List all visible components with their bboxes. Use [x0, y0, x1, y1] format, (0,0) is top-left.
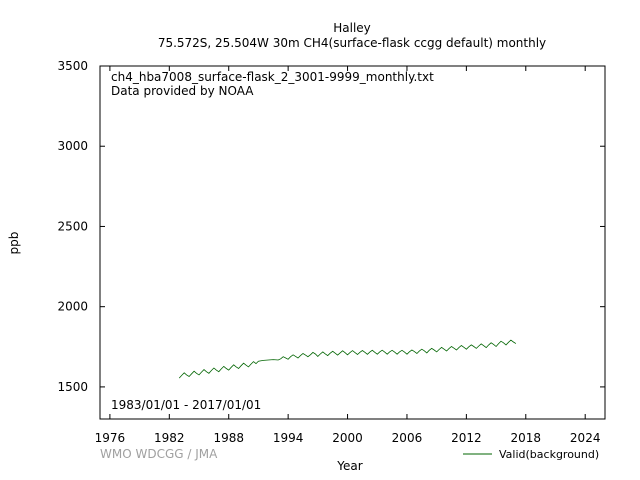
- y-tick-label: 1500: [57, 380, 88, 394]
- y-tick-label: 3000: [57, 139, 88, 153]
- x-tick-label: 1988: [213, 431, 244, 445]
- x-axis-label: Year: [336, 459, 362, 473]
- y-tick-label: 2000: [57, 300, 88, 314]
- x-tick-label: 2018: [511, 431, 542, 445]
- annotation-filename: ch4_hba7008_surface-flask_2_3001-9999_mo…: [111, 70, 434, 84]
- x-tick-label: 2006: [392, 431, 423, 445]
- x-tick-label: 1994: [273, 431, 304, 445]
- axes: 1976 1982 1988 1994 2000 2006 2012 2018 2024 1500…: [57, 59, 605, 445]
- legend-label: Valid(background): [499, 448, 599, 461]
- x-tick-label: 1982: [154, 431, 185, 445]
- credit-text: WMO WDCGG / JMA: [100, 447, 218, 461]
- series-line: [178, 339, 517, 379]
- chart-title: Halley: [333, 21, 371, 35]
- plot-area: [99, 65, 606, 420]
- legend: Valid(background): [463, 448, 599, 461]
- annotation-provider: Data provided by NOAA: [111, 84, 254, 98]
- x-tick-label: 2024: [570, 431, 601, 445]
- y-tick-label: 2500: [57, 219, 88, 233]
- y-tick-label: 3500: [57, 59, 88, 73]
- series-layer: [178, 339, 517, 379]
- x-tick-label: 2012: [451, 431, 482, 445]
- annotation-date-range: 1983/01/01 - 2017/01/01: [111, 398, 261, 412]
- y-axis-label: ppb: [7, 232, 21, 255]
- chart-subtitle: 75.572S, 25.504W 30m CH4(surface-flask c…: [158, 36, 546, 50]
- x-tick-label: 2000: [332, 431, 363, 445]
- x-tick-label: 1976: [95, 431, 126, 445]
